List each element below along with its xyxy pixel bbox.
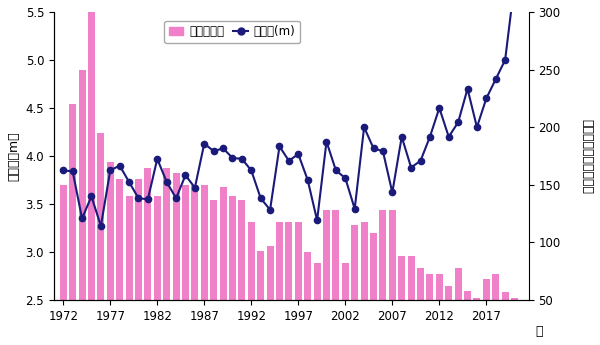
Bar (210, 200, 217, 300)
Bar (379, 210, 386, 300)
Bar (483, 279, 490, 300)
Bar (323, 210, 330, 300)
Bar (248, 222, 255, 300)
Bar (455, 268, 461, 300)
Bar (154, 196, 161, 300)
Bar (304, 252, 311, 300)
Bar (97, 133, 104, 300)
Bar (370, 233, 377, 300)
Bar (107, 162, 114, 300)
Bar (201, 185, 208, 300)
Bar (295, 222, 302, 300)
Bar (116, 179, 123, 300)
Bar (257, 250, 264, 300)
Bar (163, 168, 170, 300)
Legend: 赤潮（件）, 透明度(m): 赤潮（件）, 透明度(m) (164, 21, 300, 43)
Bar (492, 274, 499, 300)
Bar (173, 173, 179, 300)
Bar (88, 12, 95, 300)
Bar (238, 200, 245, 300)
Y-axis label: 赤潮の発生件数（年）: 赤潮の発生件数（年） (580, 118, 593, 194)
Bar (407, 256, 415, 300)
Bar (351, 225, 358, 300)
Bar (182, 185, 189, 300)
Bar (342, 263, 349, 300)
Bar (125, 196, 133, 300)
Bar (145, 168, 151, 300)
Bar (464, 291, 471, 300)
Bar (266, 246, 274, 300)
Bar (220, 187, 227, 300)
Bar (60, 185, 67, 300)
Y-axis label: 透明度（m）: 透明度（m） (7, 131, 20, 181)
Bar (314, 263, 320, 300)
Bar (69, 104, 76, 300)
Bar (286, 222, 292, 300)
Bar (473, 298, 481, 300)
Bar (361, 222, 368, 300)
Bar (502, 292, 509, 300)
Bar (135, 179, 142, 300)
Bar (398, 256, 405, 300)
Bar (191, 185, 199, 300)
Bar (427, 274, 433, 300)
Text: 年: 年 (536, 325, 543, 338)
Bar (436, 274, 443, 300)
Bar (417, 268, 424, 300)
Bar (332, 210, 340, 300)
Bar (276, 222, 283, 300)
Bar (79, 70, 86, 300)
Bar (511, 298, 518, 300)
Bar (229, 196, 236, 300)
Bar (445, 286, 452, 300)
Bar (389, 210, 396, 300)
